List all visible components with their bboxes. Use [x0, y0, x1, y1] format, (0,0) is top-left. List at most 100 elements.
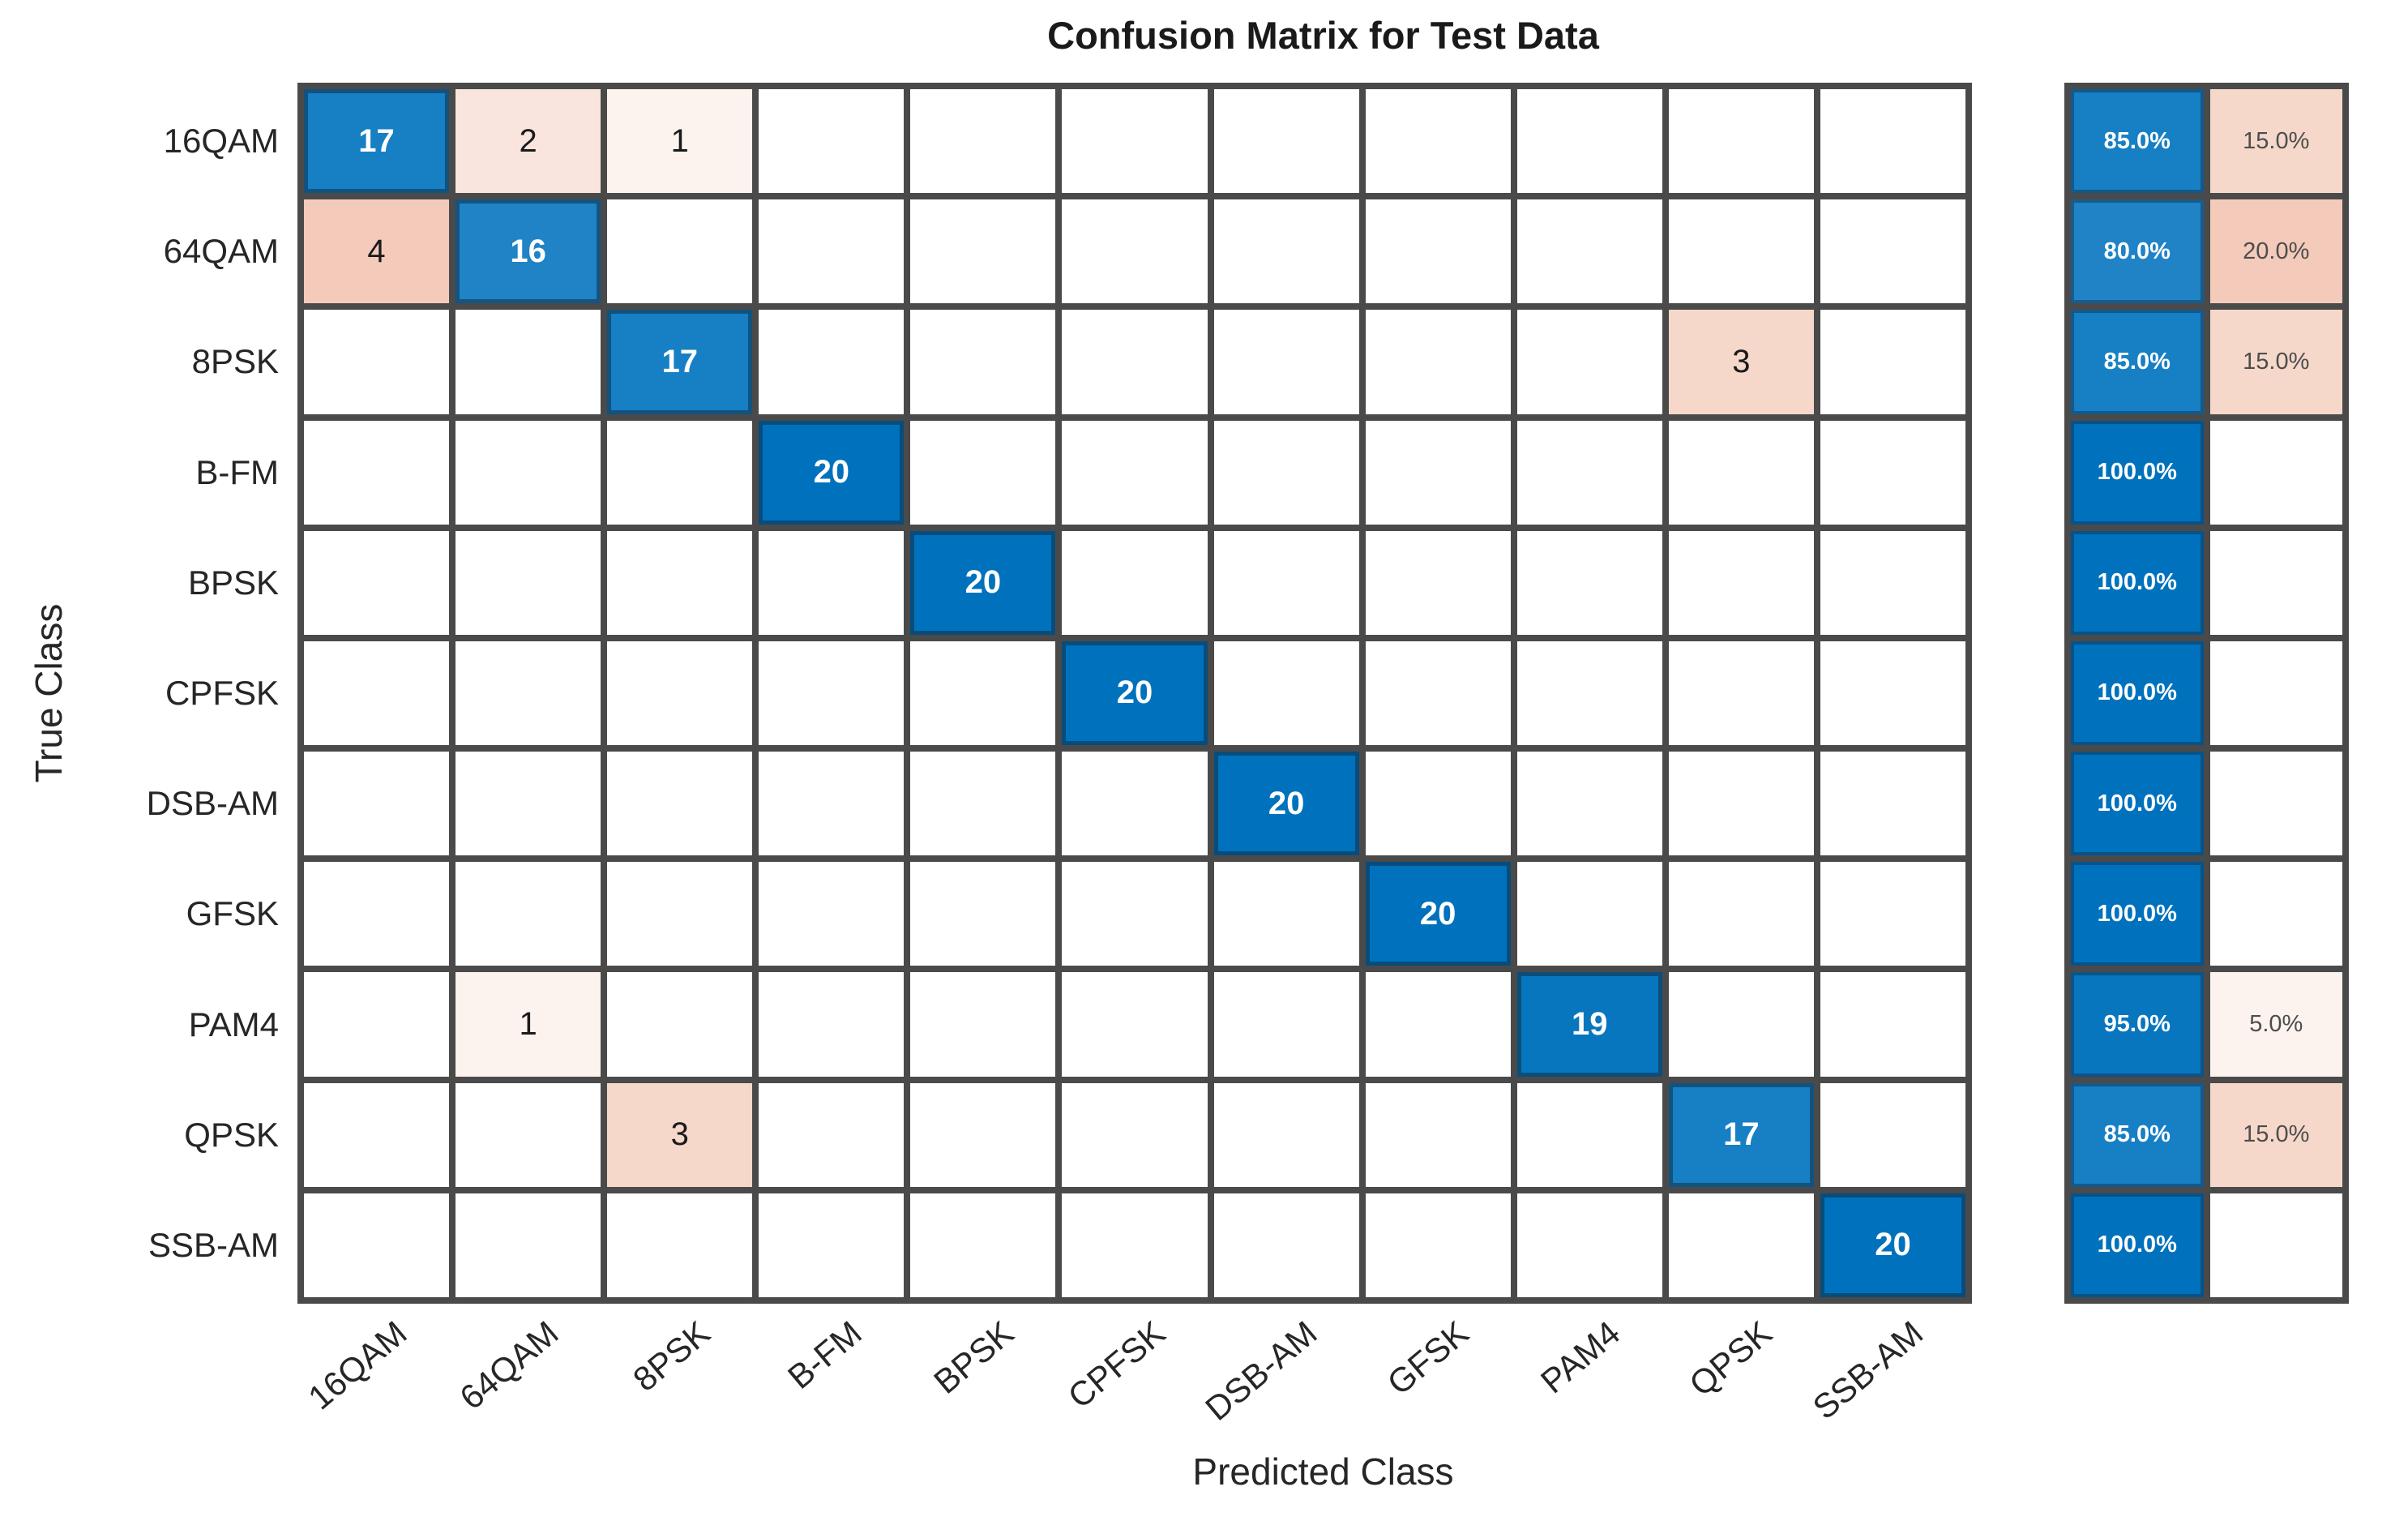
matrix-cell	[1820, 420, 1965, 525]
matrix-cell: 4	[304, 199, 450, 304]
matrix-cell	[1062, 1082, 1208, 1187]
matrix-cell	[1213, 972, 1359, 1077]
matrix-cell	[1213, 89, 1359, 194]
y-tick-label: DSB-AM	[146, 784, 279, 823]
x-tick-label: BPSK	[926, 1313, 1021, 1402]
matrix-cell	[456, 862, 601, 966]
matrix-cell	[1365, 310, 1511, 414]
summary-incorrect-cell	[2209, 1193, 2342, 1297]
matrix-cell	[759, 199, 905, 304]
y-tick-label: PAM4	[188, 1005, 279, 1043]
summary-incorrect-cell: 15.0%	[2209, 1082, 2342, 1187]
matrix-cell	[1365, 972, 1511, 1077]
matrix-cell	[456, 1082, 601, 1187]
matrix-cell: 20	[910, 530, 1056, 635]
matrix-cell	[1213, 1082, 1359, 1187]
matrix-cell	[607, 420, 753, 525]
matrix-cell	[910, 752, 1056, 856]
matrix-cell: 17	[304, 89, 450, 194]
summary-correct-cell: 100.0%	[2071, 420, 2204, 525]
matrix-cell	[1820, 310, 1965, 414]
matrix-cell	[304, 752, 450, 856]
x-tick-label: B-FM	[781, 1313, 870, 1396]
x-tick-label: SSB-AM	[1806, 1313, 1931, 1427]
summary-incorrect-cell	[2209, 530, 2342, 635]
matrix-cell	[1820, 641, 1965, 746]
matrix-cell	[759, 641, 905, 746]
matrix-cell	[1516, 420, 1662, 525]
matrix-cell	[304, 1193, 450, 1297]
matrix-cell	[1365, 89, 1511, 194]
matrix-cell: 2	[456, 89, 601, 194]
matrix-cell	[1668, 1193, 1814, 1297]
x-axis-label: Predicted Class	[1192, 1450, 1454, 1493]
matrix-cell	[1062, 862, 1208, 966]
x-tick-label: 16QAM	[301, 1313, 414, 1417]
matrix-cell	[1213, 420, 1359, 525]
y-tick-label: 64QAM	[163, 232, 279, 271]
x-tick-label: 8PSK	[626, 1313, 717, 1399]
matrix-cell	[456, 420, 601, 525]
matrix-cell	[1516, 1082, 1662, 1187]
matrix-cell: 20	[1820, 1193, 1965, 1297]
matrix-cell: 1	[607, 89, 753, 194]
summary-incorrect-cell	[2209, 420, 2342, 525]
summary-correct-cell: 100.0%	[2071, 641, 2204, 746]
matrix-cell	[1516, 530, 1662, 635]
summary-incorrect-cell: 20.0%	[2209, 199, 2342, 304]
matrix-cell: 19	[1516, 972, 1662, 1077]
y-tick-label: QPSK	[184, 1115, 279, 1154]
matrix-cell: 20	[1062, 641, 1208, 746]
matrix-cell	[456, 530, 601, 635]
matrix-cell	[1062, 420, 1208, 525]
matrix-cell	[1516, 641, 1662, 746]
summary-correct-cell: 85.0%	[2071, 89, 2204, 194]
matrix-cell	[1820, 199, 1965, 304]
matrix-cell	[1062, 752, 1208, 856]
matrix-cell	[607, 641, 753, 746]
matrix-cell	[910, 89, 1056, 194]
matrix-cell	[304, 530, 450, 635]
y-tick-label: 8PSK	[191, 342, 279, 381]
matrix-cell	[1062, 89, 1208, 194]
matrix-cell	[1820, 89, 1965, 194]
matrix-cell	[304, 1082, 450, 1187]
matrix-cell	[759, 752, 905, 856]
matrix-cell: 17	[1668, 1082, 1814, 1187]
matrix-cell	[607, 862, 753, 966]
matrix-cell	[1365, 420, 1511, 525]
matrix-cell	[1213, 641, 1359, 746]
y-tick-label: SSB-AM	[148, 1225, 279, 1264]
matrix-cell: 3	[607, 1082, 753, 1187]
x-tick-label: GFSK	[1379, 1313, 1476, 1403]
matrix-cell: 1	[456, 972, 601, 1077]
matrix-cell	[1213, 199, 1359, 304]
matrix-cell	[1820, 972, 1965, 1077]
summary-correct-cell: 95.0%	[2071, 972, 2204, 1077]
matrix-cell	[1516, 752, 1662, 856]
matrix-cell	[456, 752, 601, 856]
matrix-cell	[910, 199, 1056, 304]
x-tick-label: QPSK	[1681, 1313, 1779, 1404]
summary-incorrect-cell: 15.0%	[2209, 310, 2342, 414]
matrix-cell	[1516, 199, 1662, 304]
matrix-cell	[607, 199, 753, 304]
matrix-cell	[304, 972, 450, 1077]
matrix-cell	[1668, 972, 1814, 1077]
matrix-cell: 3	[1668, 310, 1814, 414]
summary-correct-cell: 100.0%	[2071, 752, 2204, 856]
matrix-cell	[1213, 530, 1359, 635]
matrix-cell	[1668, 862, 1814, 966]
chart-title: Confusion Matrix for Test Data	[1047, 14, 1599, 57]
matrix-cell	[1516, 310, 1662, 414]
y-tick-label: BPSK	[187, 563, 279, 602]
matrix-cell	[759, 530, 905, 635]
matrix-cell	[1213, 1193, 1359, 1297]
matrix-cell	[456, 641, 601, 746]
matrix-cell	[1668, 641, 1814, 746]
matrix-cell	[456, 1193, 601, 1297]
x-tick-label: PAM4	[1533, 1313, 1627, 1401]
matrix-cell	[910, 1082, 1056, 1187]
matrix-cell	[759, 862, 905, 966]
matrix-cell	[910, 862, 1056, 966]
